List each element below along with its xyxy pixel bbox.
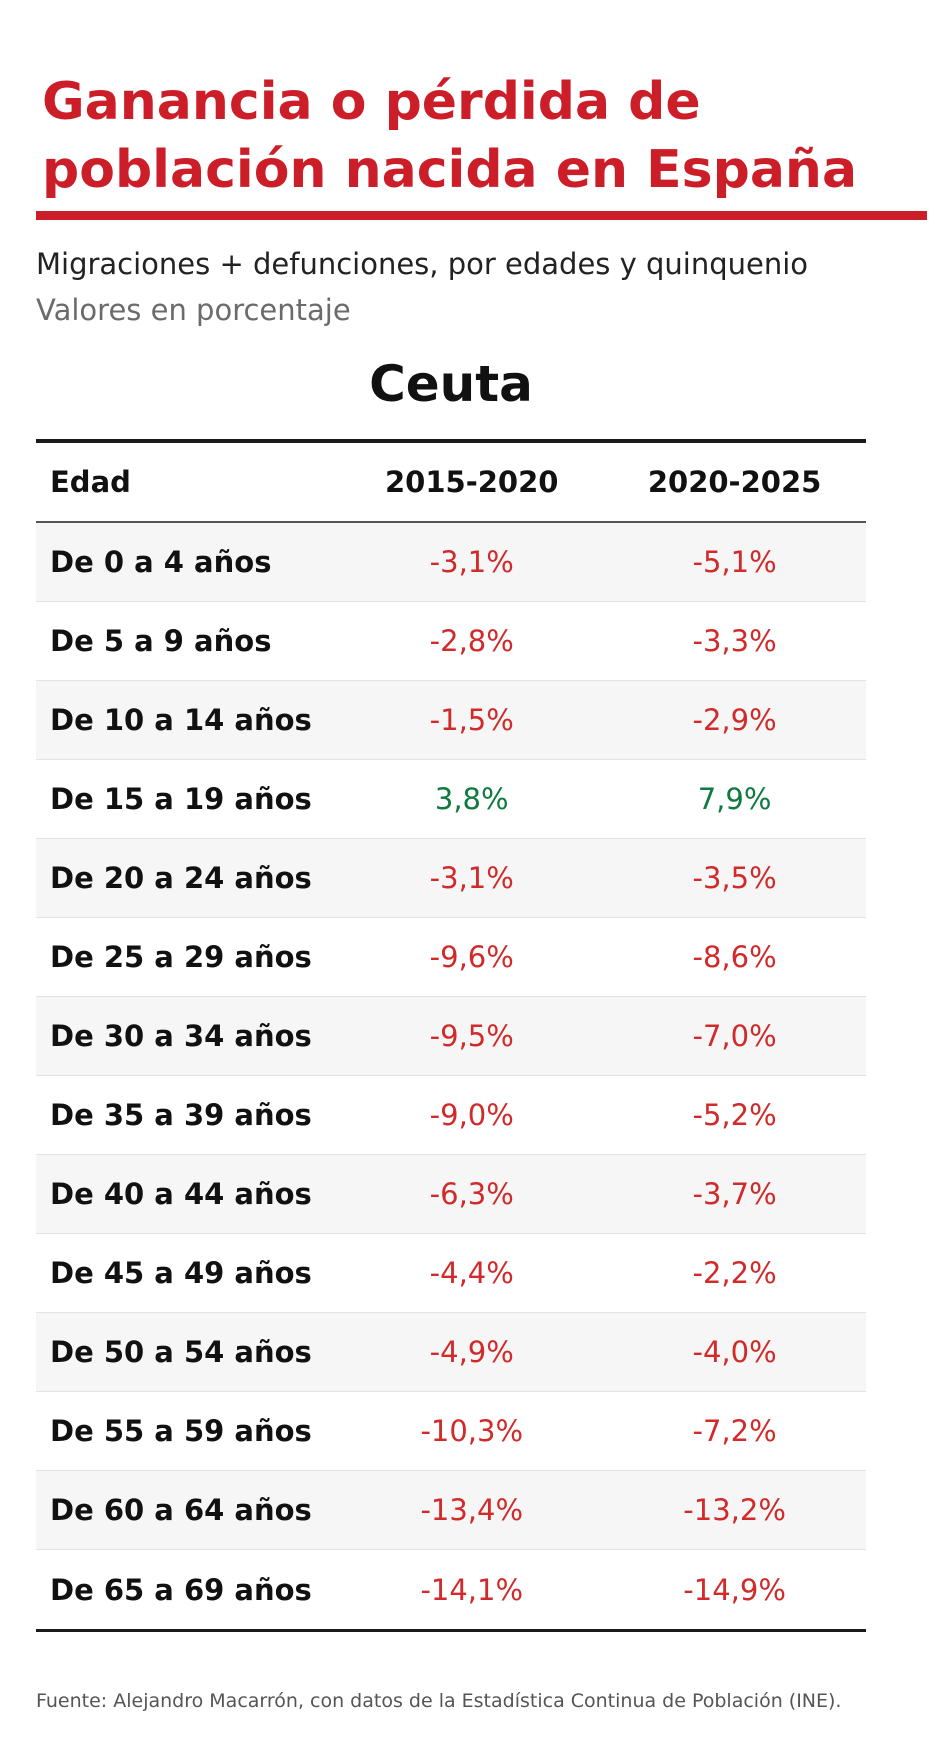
chart-subtitle: Migraciones + defunciones, por edades y … (36, 247, 809, 281)
value-2020-2025: -3,7% (692, 1177, 777, 1211)
value-2015-2020: 3,8% (434, 782, 509, 816)
table-header: Edad 2015-2020 2020-2025 (36, 443, 866, 523)
table-body: De 0 a 4 años -3,1% -5,1% De 5 a 9 años -2,8… (36, 523, 866, 1629)
value-2020-2025: -7,2% (692, 1414, 777, 1448)
source-note: Fuente: Alejandro Macarrón, con datos de… (36, 1690, 842, 1712)
units-note: Valores en porcentaje (36, 293, 351, 327)
age-group-label: De 25 a 29 años (50, 940, 312, 974)
value-2020-2025: 7,9% (697, 782, 772, 816)
value-2020-2025: -4,0% (692, 1335, 777, 1369)
age-group-label: De 20 a 24 años (50, 861, 312, 895)
value-2015-2020: -2,8% (429, 624, 514, 658)
value-2015-2020: -4,9% (429, 1335, 514, 1369)
table-row: De 0 a 4 años -3,1% -5,1% (36, 523, 866, 602)
table-row: De 45 a 49 años -4,4% -2,2% (36, 1234, 866, 1313)
value-2020-2025: -2,2% (692, 1256, 777, 1290)
value-2020-2025: -14,9% (683, 1572, 786, 1607)
table-row: De 10 a 14 años -1,5% -2,9% (36, 681, 866, 760)
value-2020-2025: -5,1% (692, 545, 777, 579)
value-2015-2020: -9,0% (429, 1098, 514, 1132)
table-row: De 65 a 69 años -14,1% -14,9% (36, 1550, 866, 1629)
table-row: De 60 a 64 años -13,4% -13,2% (36, 1471, 866, 1550)
age-group-label: De 40 a 44 años (50, 1177, 312, 1211)
value-2015-2020: -1,5% (429, 703, 514, 737)
value-2015-2020: -13,4% (420, 1493, 524, 1527)
table-row: De 5 a 9 años -2,8% -3,3% (36, 602, 866, 681)
table-row: De 15 a 19 años 3,8% 7,9% (36, 760, 866, 839)
value-2015-2020: -10,3% (420, 1414, 524, 1448)
age-group-label: De 45 a 49 años (50, 1256, 312, 1290)
value-2015-2020: -3,1% (429, 545, 514, 579)
age-group-label: De 65 a 69 años (50, 1572, 312, 1607)
value-2015-2020: -14,1% (420, 1572, 524, 1607)
value-2015-2020: -4,4% (429, 1256, 514, 1290)
age-group-label: De 60 a 64 años (50, 1493, 312, 1527)
age-group-label: De 10 a 14 años (50, 703, 312, 737)
age-group-label: De 15 a 19 años (50, 782, 312, 816)
table-row: De 20 a 24 años -3,1% -3,5% (36, 839, 866, 918)
table-row: De 25 a 29 años -9,6% -8,6% (36, 918, 866, 997)
value-2020-2025: -13,2% (683, 1493, 786, 1527)
value-2020-2025: -8,6% (692, 940, 777, 974)
table-row: De 40 a 44 años -6,3% -3,7% (36, 1155, 866, 1234)
age-group-label: De 50 a 54 años (50, 1335, 312, 1369)
chart-title: Ganancia o pérdida de población nacida e… (42, 72, 858, 200)
age-group-label: De 35 a 39 años (50, 1098, 312, 1132)
value-2015-2020: -3,1% (429, 861, 514, 895)
column-header-2020-2025: 2020-2025 (647, 465, 822, 499)
value-2020-2025: -5,2% (692, 1098, 777, 1132)
column-header-2015-2020: 2015-2020 (385, 465, 559, 499)
data-table: Edad 2015-2020 2020-2025 De 0 a 4 años -3… (36, 439, 866, 1632)
column-header-age: Edad (50, 465, 131, 499)
age-group-label: De 55 a 59 años (50, 1414, 312, 1448)
table-row: De 50 a 54 años -4,9% -4,0% (36, 1313, 866, 1392)
title-divider (36, 211, 927, 220)
value-2020-2025: -3,5% (692, 861, 777, 895)
value-2020-2025: -7,0% (692, 1019, 777, 1053)
age-group-label: De 0 a 4 años (50, 545, 272, 579)
region-title: Ceuta (369, 355, 533, 413)
value-2020-2025: -3,3% (692, 624, 777, 658)
value-2015-2020: -9,6% (429, 940, 514, 974)
table-row: De 30 a 34 años -9,5% -7,0% (36, 997, 866, 1076)
table-row: De 35 a 39 años -9,0% -5,2% (36, 1076, 866, 1155)
age-group-label: De 5 a 9 años (50, 624, 272, 658)
value-2015-2020: -9,5% (429, 1019, 514, 1053)
age-group-label: De 30 a 34 años (50, 1019, 312, 1053)
value-2020-2025: -2,9% (692, 703, 777, 737)
value-2015-2020: -6,3% (429, 1177, 514, 1211)
table-row: De 55 a 59 años -10,3% -7,2% (36, 1392, 866, 1471)
